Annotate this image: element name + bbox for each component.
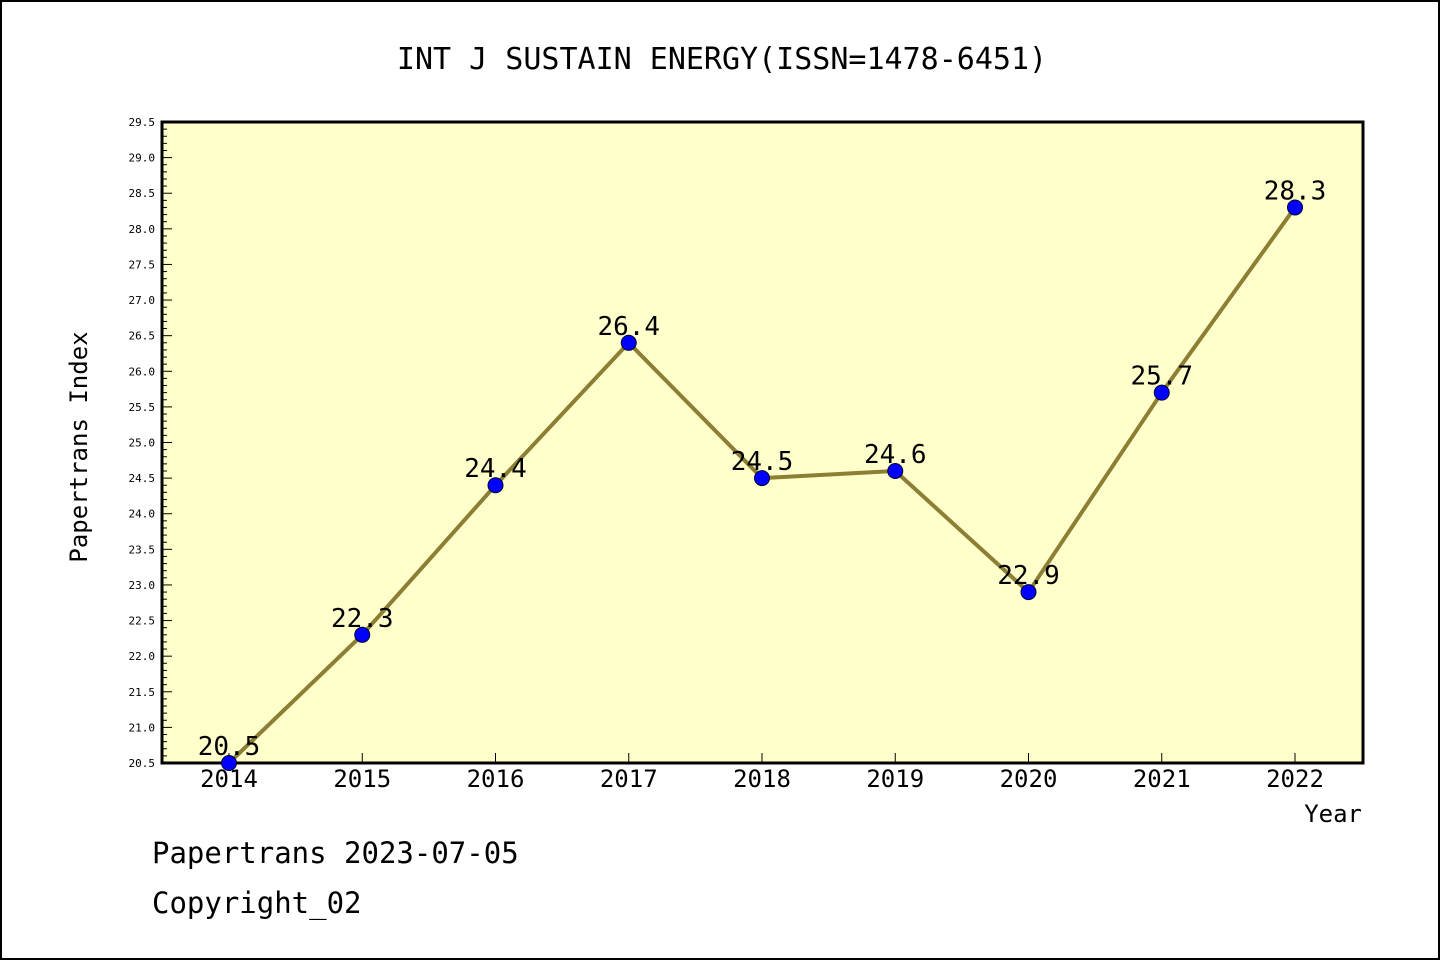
- y-axis-ticks: 20.5 21.0 21.5 22.0 22.5 23.0 23.5 24.0 24.5 25.0…: [129, 116, 172, 770]
- y-tick-label: 26.5: [129, 330, 156, 343]
- x-tick-label: 2016: [467, 765, 525, 793]
- y-tick-label: 25.5: [129, 401, 156, 414]
- y-tick-label: 21.0: [129, 721, 156, 734]
- data-label: 25.7: [1130, 362, 1193, 392]
- data-point: [887, 462, 904, 479]
- y-tick-label: 29.5: [129, 116, 156, 129]
- data-label: 22.3: [331, 604, 394, 634]
- data-points: [221, 199, 1303, 771]
- data-point: [620, 334, 637, 351]
- x-tick-label: 2015: [333, 765, 391, 793]
- data-label: 24.6: [864, 440, 927, 470]
- data-point: [1020, 584, 1037, 601]
- y-tick-label: 27.5: [129, 258, 156, 271]
- data-label: 24.4: [464, 454, 527, 484]
- x-tick-label: 2020: [1000, 765, 1058, 793]
- y-tick-label: 22.5: [129, 615, 156, 628]
- y-tick-label: 28.5: [129, 187, 156, 200]
- x-axis-label: Year: [1304, 800, 1362, 828]
- data-point: [754, 470, 770, 487]
- data-label: 24.5: [731, 447, 794, 477]
- y-tick-label: 26.0: [129, 365, 156, 378]
- y-tick-label: 24.5: [129, 472, 156, 485]
- y-axis-label: Papertrans Index: [65, 331, 93, 562]
- data-point: [1153, 384, 1170, 401]
- data-label: 20.5: [198, 732, 261, 762]
- y-tick-label: 23.5: [129, 543, 156, 556]
- y-tick-label: 21.5: [129, 686, 156, 699]
- x-tick-label: 2017: [600, 765, 658, 793]
- y-tick-label: 20.5: [129, 757, 156, 770]
- x-tick-label: 2019: [866, 765, 924, 793]
- data-label: 28.3: [1264, 176, 1327, 206]
- data-point: [221, 755, 237, 771]
- data-point: [487, 477, 504, 494]
- y-tick-label: 22.0: [129, 650, 156, 663]
- x-axis-ticks: 2014 2015 2016 2017 2018 2019 2020 2021 2022: [200, 753, 1324, 793]
- plot-area: [160, 120, 1365, 765]
- data-label: 22.9: [997, 561, 1060, 591]
- y-tick-label: 27.0: [129, 294, 156, 307]
- footer-date: Papertrans 2023-07-05: [152, 836, 519, 870]
- data-point: [1287, 199, 1303, 216]
- x-tick-label: 2018: [733, 765, 791, 793]
- y-tick-label: 25.0: [129, 437, 156, 450]
- y-tick-label: 23.0: [129, 579, 156, 592]
- x-tick-label: 2022: [1266, 765, 1324, 793]
- y-tick-label: 24.0: [129, 508, 156, 521]
- data-label: 26.4: [597, 312, 660, 342]
- footer-copyright: Copyright_02: [152, 886, 362, 920]
- chart-title: INT J SUSTAIN ENERGY(ISSN=1478-6451): [397, 42, 1047, 77]
- y-tick-label: 29.0: [129, 152, 156, 165]
- data-labels: 20.5 22.3 24.4 26.4 24.5 24.6 22.9 25.7 28.3: [198, 176, 1327, 762]
- y-tick-label: 28.0: [129, 223, 156, 236]
- data-point: [354, 626, 371, 643]
- x-tick-label: 2021: [1133, 765, 1191, 793]
